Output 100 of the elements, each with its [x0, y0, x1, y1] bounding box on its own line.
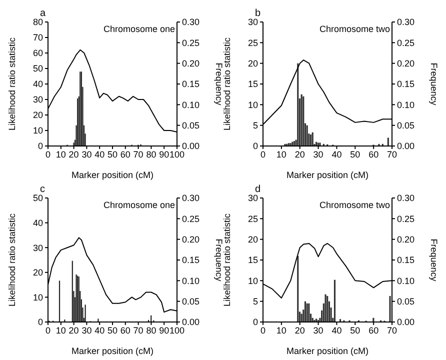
y2-tick-label: 0.10: [397, 100, 415, 110]
y-tick-label: 20: [248, 58, 258, 69]
y-tick-label: 20: [32, 268, 43, 278]
y-tick-label: 30: [32, 242, 43, 253]
y2-tick-label: 0.20: [397, 234, 415, 245]
x-tick-label: 0: [45, 325, 51, 336]
x-axis-title: Marker position (cM): [71, 170, 154, 180]
x-tick-label: 40: [332, 149, 342, 160]
y-axis-title: Likelihood ratio statistic: [7, 212, 18, 307]
x-tick-label: 0: [260, 325, 266, 336]
y2-tick-label: 0.00: [397, 317, 415, 328]
y-tick-label: 70: [32, 32, 43, 43]
y2-tick-label: 0.00: [397, 141, 415, 152]
y-tick-label: 20: [32, 110, 43, 120]
y2-tick-label: 0.10: [182, 100, 200, 110]
y-tick-label: 80: [32, 17, 43, 28]
y2-tick-label: 0.20: [397, 58, 415, 69]
y-axis-title: Likelihood ratio statistic: [7, 36, 18, 131]
y2-axis-title: Frequency: [214, 62, 224, 106]
x-tick-label: 80: [146, 149, 156, 160]
x-tick-label: 60: [120, 149, 130, 160]
y-tick-label: 0: [252, 141, 258, 152]
y-tick-label: 20: [248, 234, 258, 245]
y-tick-label: 15: [248, 79, 258, 90]
x-tick-label: 20: [68, 149, 79, 160]
chart-title: b: [255, 8, 261, 19]
y-tick-label: 15: [248, 255, 258, 266]
x-tick-label: 50: [107, 149, 118, 160]
x-tick-label: 30: [313, 325, 324, 336]
y2-tick-label: 0.25: [397, 214, 415, 224]
x-tick-label: 30: [82, 149, 92, 160]
x-axis-title: Marker position (cM): [286, 170, 369, 180]
x-tick-label: 70: [386, 149, 398, 160]
x-tick-label: 60: [368, 149, 379, 160]
y2-tick-label: 0.05: [182, 296, 200, 307]
x-tick-label: 10: [56, 325, 66, 336]
x-tick-label: 50: [350, 149, 360, 160]
x-tick-label: 50: [350, 325, 360, 336]
x-tick-label: 10: [276, 325, 286, 336]
y2-tick-label: 0.25: [397, 38, 415, 48]
y2-tick-label: 0.20: [182, 58, 200, 69]
x-tick-label: 40: [332, 325, 342, 336]
x-tick-label: 20: [294, 325, 305, 336]
x-tick-label: 70: [133, 149, 144, 160]
y2-tick-label: 0.05: [397, 296, 415, 307]
y-tick-label: 25: [248, 38, 258, 48]
y2-tick-label: 0.10: [182, 276, 200, 286]
y2-tick-label: 0.30: [182, 193, 200, 204]
y2-tick-label: 0.00: [182, 317, 200, 328]
y-tick-label: 30: [248, 17, 258, 28]
y-tick-label: 5: [252, 296, 258, 307]
y-tick-label: 30: [248, 193, 258, 204]
y2-tick-label: 0.25: [182, 214, 200, 224]
x-tick-label: 90: [159, 325, 170, 336]
y2-tick-label: 0.05: [397, 120, 415, 131]
y-tick-label: 30: [32, 94, 43, 105]
chart-title: a: [40, 8, 46, 19]
y-tick-label: 0: [38, 141, 43, 152]
y2-tick-label: 0.15: [397, 79, 415, 90]
x-tick-label: 60: [120, 325, 130, 336]
y2-axis-title: Frequency: [428, 62, 439, 106]
x-tick-label: 70: [133, 325, 144, 336]
x-tick-label: 100: [169, 325, 185, 336]
x-tick-label: 70: [386, 325, 398, 336]
y-tick-label: 5: [252, 120, 258, 131]
y-axis-title: Likelihood ratio statistic: [222, 36, 232, 131]
x-tick-label: 30: [313, 149, 324, 160]
y2-tick-label: 0.00: [182, 141, 200, 152]
x-tick-label: 80: [146, 325, 156, 336]
x-tick-label: 60: [368, 325, 379, 336]
y2-tick-label: 0.30: [182, 17, 200, 28]
y-tick-label: 0: [38, 317, 43, 328]
x-tick-label: 10: [276, 149, 286, 160]
y-tick-label: 10: [32, 126, 43, 136]
y-tick-label: 0: [252, 317, 258, 328]
y2-tick-label: 0.15: [397, 255, 415, 266]
x-tick-label: 0: [260, 149, 266, 160]
x-tick-label: 20: [68, 325, 79, 336]
y2-axis-title: Frequency: [428, 238, 439, 282]
y2-tick-label: 0.05: [182, 120, 200, 131]
y2-axis-title: Frequency: [214, 238, 224, 282]
chart-title: c: [40, 184, 45, 195]
y-tick-label: 50: [32, 64, 43, 74]
y2-tick-label: 0.15: [182, 255, 200, 266]
x-tick-label: 0: [45, 149, 51, 160]
annotation: Chromosome one: [103, 200, 175, 210]
y2-tick-label: 0.20: [182, 234, 200, 245]
x-axis-title: Marker position (cM): [286, 346, 369, 356]
y2-tick-label: 0.15: [182, 79, 200, 90]
x-tick-label: 30: [82, 325, 92, 336]
x-tick-label: 50: [107, 325, 118, 336]
annotation: Chromosome two: [319, 24, 390, 34]
y-tick-label: 40: [32, 218, 43, 228]
x-axis-title: Marker position (cM): [71, 346, 154, 356]
x-tick-label: 90: [159, 149, 170, 160]
y-tick-label: 10: [248, 100, 258, 110]
y2-tick-label: 0.10: [397, 276, 415, 286]
y-tick-label: 25: [248, 214, 258, 224]
y-tick-label: 40: [32, 79, 43, 90]
y2-tick-label: 0.30: [397, 193, 415, 204]
